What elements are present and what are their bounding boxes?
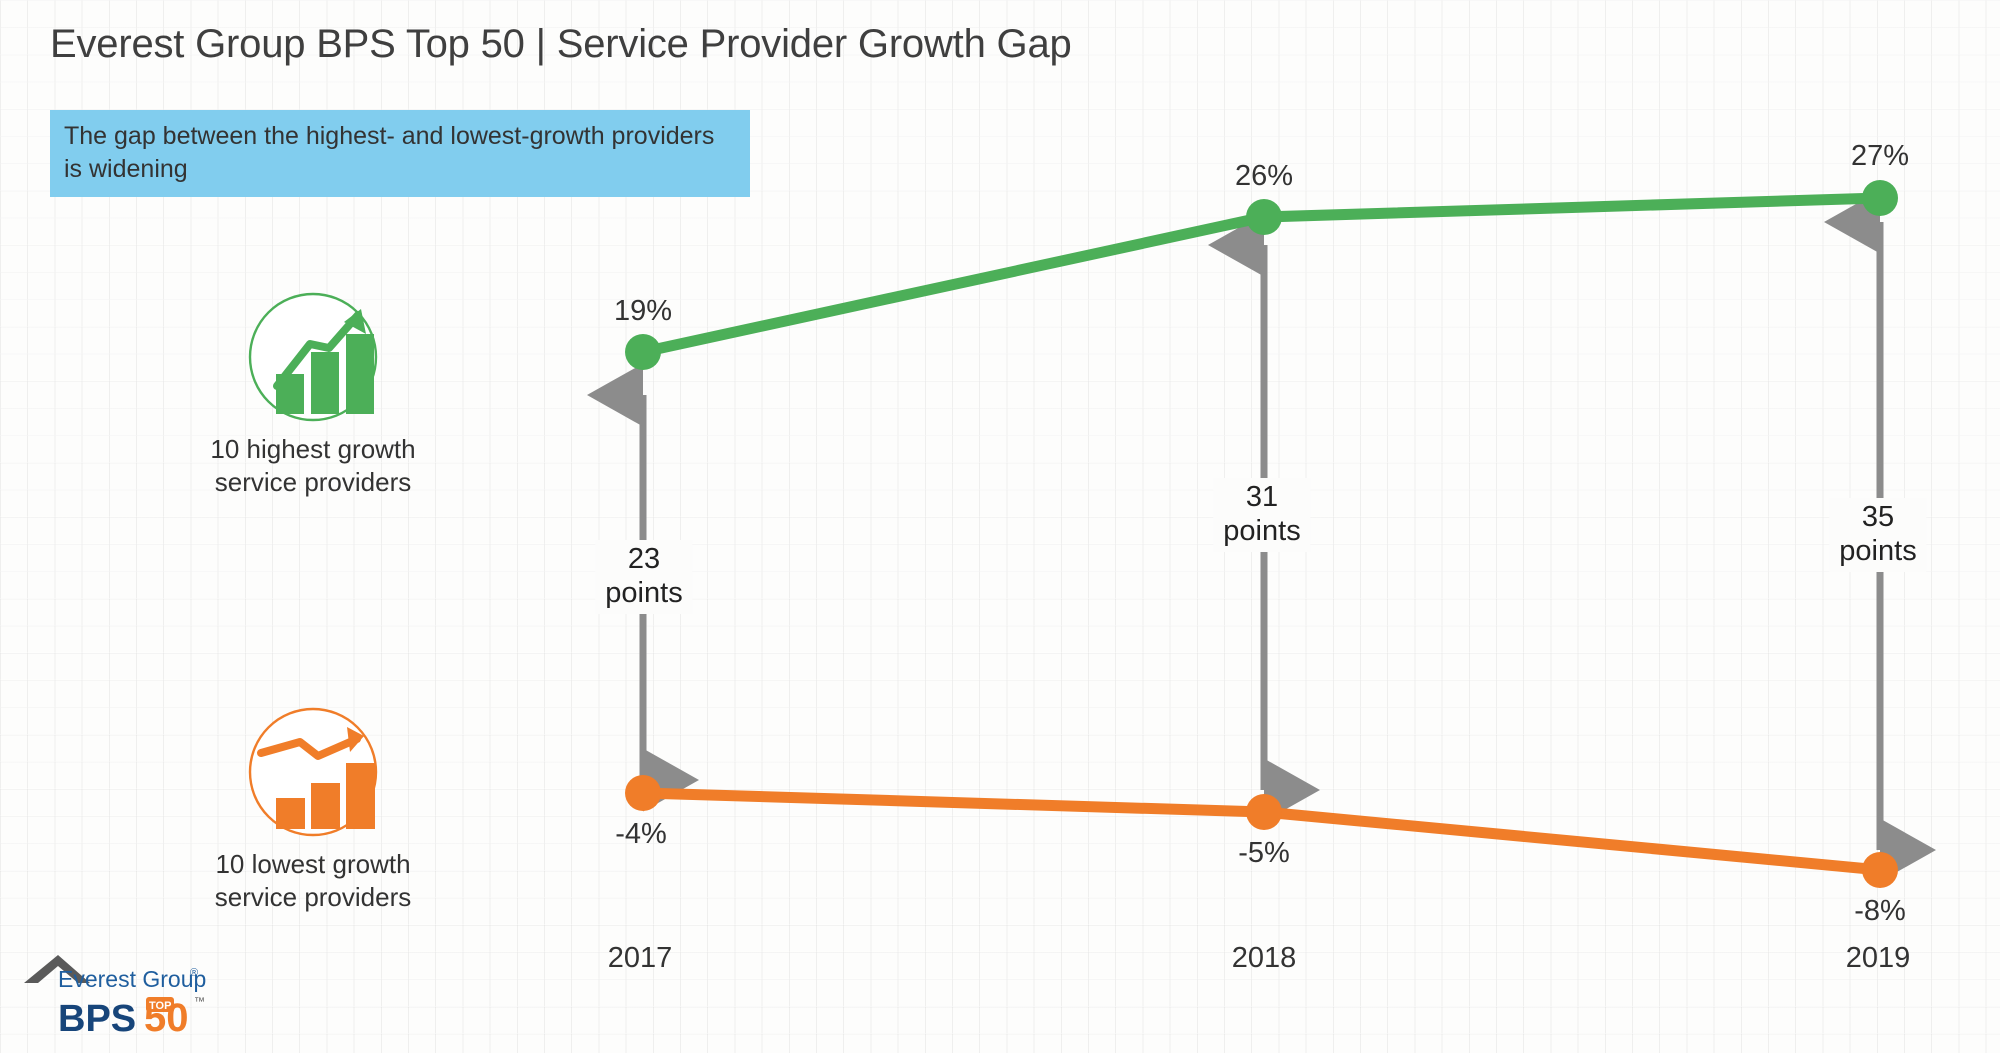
logo-registered-mark: ® [190, 967, 198, 979]
gap-value-2019: 35 [1861, 501, 1895, 533]
mountain-peak-icon [24, 955, 90, 983]
data-point-green-2017 [625, 334, 661, 370]
legend-label-lowest-growth: 10 lowest growth service providers [148, 848, 478, 914]
callout-banner: The gap between the highest- and lowest-… [50, 110, 750, 197]
green-growth-bars-arrow-up-icon [148, 290, 478, 424]
gap-label-2017: 23 points [595, 540, 693, 615]
legend-label-highest-growth: 10 highest growth service providers [148, 433, 478, 499]
data-point-orange-2017 [625, 775, 661, 811]
orange-flat-bars-arrow-icon [148, 705, 478, 839]
gap-units-2018: points [1223, 514, 1301, 547]
data-point-green-2019 [1862, 180, 1898, 216]
legend-label-line2: service providers [214, 467, 412, 498]
page-title: Everest Group BPS Top 50 | Service Provi… [50, 22, 1072, 66]
everest-group-bps-top-50-logo: Everest Group ® BPS 50 TOP ™ [18, 945, 248, 1045]
legend-label-line1: 10 highest growth [210, 434, 416, 464]
logo-brand-name: Everest Group [58, 966, 206, 992]
logo-product-name: BPS [58, 998, 136, 1040]
value-label-orange-2018: -5% [1238, 837, 1290, 869]
legend-label-line1: 10 lowest growth [215, 849, 411, 879]
data-point-orange-2019 [1862, 852, 1898, 888]
x-axis-label-2018: 2018 [1231, 942, 1297, 974]
value-label-green-2018: 26% [1234, 160, 1294, 192]
data-point-orange-2018 [1246, 794, 1282, 830]
value-label-orange-2019: -8% [1854, 895, 1906, 927]
gap-units-2017: points [605, 576, 683, 609]
gap-units-2019: points [1839, 534, 1917, 567]
logo-badge-top: TOP [149, 1000, 171, 1012]
data-point-green-2018 [1246, 199, 1282, 235]
x-axis-label-2019: 2019 [1845, 942, 1911, 974]
legend-item-lowest-growth: 10 lowest growth service providers [148, 705, 478, 914]
x-axis-label-2017: 2017 [607, 942, 673, 974]
gap-value-2017: 23 [627, 543, 661, 575]
gap-label-2019: 35 points [1829, 498, 1927, 573]
value-label-green-2017: 19% [613, 295, 673, 327]
legend-label-line2: service providers [214, 882, 412, 913]
gap-label-2018: 31 points [1213, 478, 1311, 553]
logo-badge-top-bg [146, 997, 174, 1012]
value-label-green-2019: 27% [1850, 140, 1910, 172]
gap-value-2018: 31 [1245, 481, 1279, 513]
value-label-orange-2017: -4% [615, 818, 667, 850]
legend-item-highest-growth: 10 highest growth service providers [148, 290, 478, 499]
logo-trademark: ™ [194, 996, 205, 1008]
